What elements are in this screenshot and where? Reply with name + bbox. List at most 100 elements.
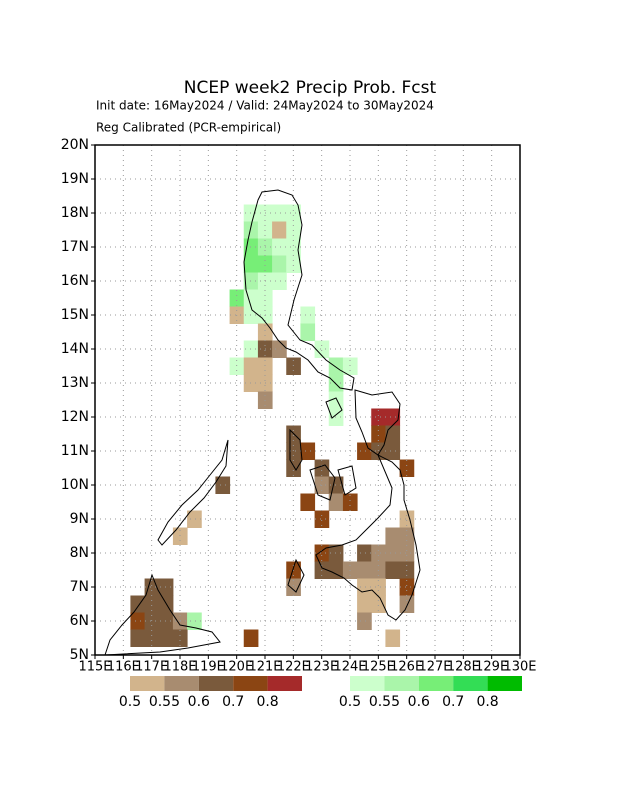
prob-cell: [130, 595, 146, 613]
x-tick-label: 119E: [192, 660, 225, 675]
legend-label: 0.6: [188, 694, 210, 710]
y-tick-label: 19N: [61, 171, 89, 187]
legend-swatch: [164, 676, 199, 691]
legend-swatch: [233, 676, 268, 691]
prob-cell: [243, 289, 259, 307]
coastline: [104, 189, 421, 656]
prob-cell: [215, 476, 231, 494]
prob-cell: [371, 425, 386, 443]
legend-swatch: [350, 676, 385, 691]
legend-label: 0.6: [408, 694, 430, 710]
prob-cell: [328, 493, 344, 511]
prob-cell: [385, 544, 401, 562]
x-tick-label: 128E: [447, 660, 480, 675]
prob-cell: [272, 340, 287, 358]
prob-cell: [385, 425, 401, 443]
x-tick-label: 129E: [475, 660, 508, 675]
y-tick-label: 17N: [61, 239, 89, 255]
prob-cell: [399, 595, 415, 613]
prob-cell: [172, 527, 188, 545]
prob-cell: [314, 340, 330, 358]
prob-cell: [342, 493, 358, 511]
legend-label: 0.8: [476, 694, 498, 710]
legend-swatch: [267, 676, 302, 691]
prob-cell: [399, 459, 415, 477]
prob-cell: [272, 238, 287, 256]
y-tick-label: 8N: [70, 545, 89, 561]
prob-cell: [328, 357, 344, 375]
y-tick-label: 10N: [61, 477, 89, 493]
legend-label: 0.8: [256, 694, 278, 710]
prob-cell: [243, 357, 259, 375]
prob-cell: [243, 204, 259, 222]
prob-cell: [385, 527, 401, 545]
legend-label: 0.55: [149, 694, 180, 710]
y-tick-label: 9N: [70, 511, 89, 527]
prob-cell: [257, 289, 273, 307]
y-tick-label: 6N: [70, 613, 89, 629]
x-tick-label: 116E: [107, 660, 140, 675]
y-tick-label: 11N: [61, 443, 89, 459]
prob-cell: [257, 255, 273, 273]
prob-cell: [144, 595, 160, 613]
x-tick-label: 115E: [78, 660, 111, 675]
prob-cell: [243, 629, 259, 647]
prob-cell: [314, 510, 330, 528]
prob-cell: [243, 255, 259, 273]
prob-cell: [243, 340, 259, 358]
prob-cell: [243, 306, 259, 324]
prob-cell: [243, 272, 259, 290]
prob-cell: [272, 255, 287, 273]
prob-cell: [172, 629, 188, 647]
prob-cell: [130, 629, 146, 647]
legend-swatch: [418, 676, 454, 691]
prob-cell: [144, 629, 160, 647]
prob-cell: [328, 544, 344, 562]
prob-cell: [385, 561, 401, 579]
subtitle: Init date: 16May2024 / Valid: 24May2024 …: [96, 99, 434, 113]
prob-cell: [158, 578, 174, 596]
x-tick-label: 117E: [135, 660, 168, 675]
prob-cell: [272, 204, 287, 222]
x-tick-label: 124E: [333, 660, 366, 675]
x-tick-label: 130E: [503, 660, 536, 675]
y-tick-label: 20N: [61, 137, 89, 153]
y-tick-label: 7N: [70, 579, 89, 595]
prob-cell: [286, 204, 301, 222]
prob-cell: [187, 510, 202, 528]
x-tick-label: 126E: [390, 660, 423, 675]
prob-cell: [371, 408, 386, 426]
legend-label: 0.7: [442, 694, 464, 710]
legend-swatch: [487, 676, 522, 691]
legend-label: 0.5: [119, 694, 141, 710]
prob-cell: [300, 323, 316, 341]
prob-cell: [314, 544, 330, 562]
prob-cell: [371, 442, 386, 460]
x-tick-label: 118E: [163, 660, 196, 675]
prob-cell: [229, 289, 245, 307]
prob-cell: [286, 459, 301, 477]
x-tick-label: 122E: [277, 660, 310, 675]
prob-cell: [286, 357, 301, 375]
prob-cell: [130, 612, 146, 630]
prob-cell: [300, 442, 316, 460]
prob-cell: [144, 612, 160, 630]
y-tick-label: 12N: [61, 409, 89, 425]
prob-cell: [158, 612, 174, 630]
prob-cell: [328, 561, 344, 579]
legend-swatch: [130, 676, 165, 691]
prob-cell: [399, 578, 415, 596]
prob-cell: [357, 612, 372, 630]
x-tick-label: 123E: [305, 660, 338, 675]
y-tick-label: 16N: [61, 273, 89, 289]
frame: [94, 144, 521, 656]
prob-cell: [257, 357, 273, 375]
x-tick-label: 125E: [362, 660, 395, 675]
prob-cell: [357, 442, 372, 460]
prob-cell: [272, 221, 287, 239]
prob-cell: [314, 459, 330, 477]
legend-label: 0.7: [222, 694, 244, 710]
prob-cell: [272, 272, 287, 290]
x-tick-label: 121E: [248, 660, 281, 675]
